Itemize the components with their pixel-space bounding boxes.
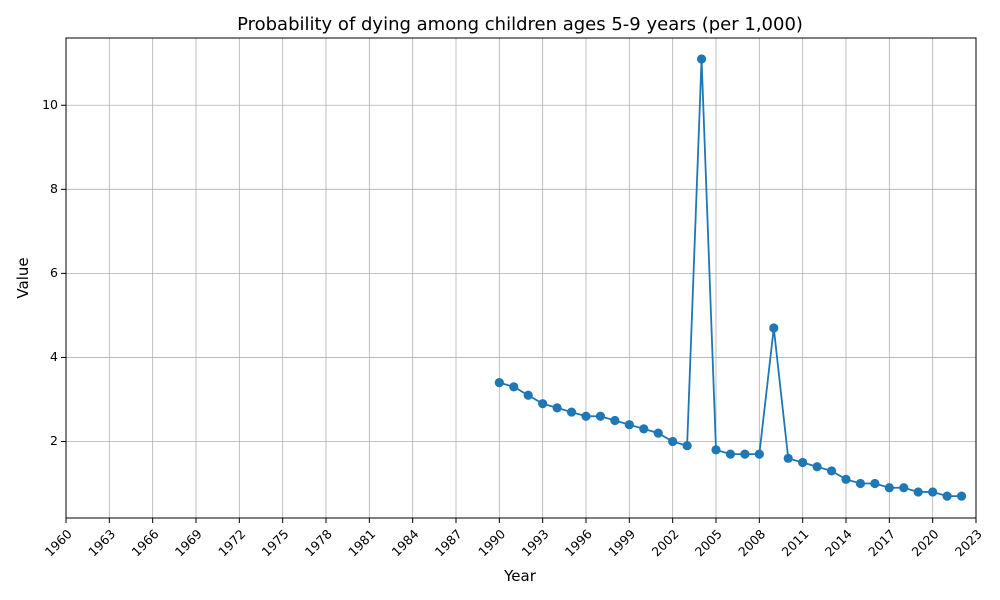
x-axis-ticks: 1960 1963 1966 1969 1972 1975 1978 1981 1984 1987… bbox=[42, 518, 985, 559]
data-point bbox=[783, 453, 793, 463]
y-axis-ticks: 2 4 6 8 10 bbox=[42, 97, 66, 448]
data-point bbox=[711, 445, 721, 455]
x-tick-label: 1966 bbox=[128, 526, 161, 559]
x-tick-label: 1981 bbox=[345, 526, 378, 559]
x-tick-label: 2002 bbox=[648, 526, 681, 559]
data-point bbox=[754, 449, 764, 459]
data-point bbox=[740, 449, 750, 459]
data-point bbox=[566, 407, 577, 417]
data-point bbox=[812, 462, 822, 472]
data-point bbox=[523, 390, 533, 400]
data-point bbox=[725, 449, 736, 459]
x-tick-label: 2005 bbox=[692, 526, 725, 559]
data-point bbox=[639, 424, 649, 434]
data-point bbox=[494, 378, 504, 388]
x-tick-label: 1996 bbox=[562, 526, 595, 559]
x-tick-label: 2020 bbox=[908, 526, 941, 559]
data-point bbox=[552, 403, 562, 413]
data-point bbox=[595, 411, 606, 421]
data-point bbox=[841, 474, 851, 484]
plot-frame bbox=[65, 37, 977, 519]
data-point bbox=[870, 478, 880, 489]
data-point bbox=[855, 478, 866, 489]
x-tick-label: 2014 bbox=[822, 526, 855, 559]
data-point bbox=[538, 399, 548, 409]
x-tick-label: 2008 bbox=[735, 526, 768, 559]
x-tick-label: 1993 bbox=[518, 526, 551, 559]
x-tick-label: 2017 bbox=[865, 526, 898, 559]
data-point bbox=[682, 441, 692, 451]
data-point bbox=[884, 483, 894, 493]
data-point bbox=[942, 491, 952, 501]
y-tick-label: 6 bbox=[50, 265, 58, 280]
chart-title: Probability of dying among children ages… bbox=[237, 14, 803, 35]
x-tick-label: 1960 bbox=[42, 526, 75, 559]
data-point bbox=[509, 382, 519, 392]
data-point bbox=[653, 428, 663, 438]
y-tick-label: 8 bbox=[50, 181, 58, 196]
y-tick-label: 2 bbox=[50, 433, 58, 448]
x-tick-label: 1990 bbox=[475, 526, 508, 559]
data-point bbox=[826, 466, 837, 476]
x-tick-label: 1984 bbox=[388, 526, 421, 559]
data-point bbox=[798, 457, 808, 468]
data-point bbox=[769, 323, 779, 333]
x-axis-label: Year bbox=[503, 567, 537, 585]
grid bbox=[65, 38, 977, 518]
data-point bbox=[913, 487, 923, 497]
data-point bbox=[624, 420, 634, 430]
series-line bbox=[499, 58, 962, 498]
data-point bbox=[668, 436, 678, 447]
x-tick-label: 1969 bbox=[172, 526, 205, 559]
x-tick-label: 1963 bbox=[85, 526, 118, 559]
data-point bbox=[928, 487, 938, 497]
y-tick-label: 10 bbox=[42, 97, 58, 112]
data-point bbox=[610, 415, 620, 426]
y-tick-label: 4 bbox=[50, 349, 58, 364]
x-tick-label: 1999 bbox=[605, 526, 638, 559]
data-point bbox=[696, 54, 707, 64]
x-tick-label: 1978 bbox=[302, 526, 335, 559]
x-tick-label: 2011 bbox=[778, 526, 811, 559]
x-tick-label: 1975 bbox=[258, 526, 291, 559]
data-point bbox=[956, 491, 967, 501]
data-series bbox=[494, 54, 967, 501]
y-axis-label: Value bbox=[14, 257, 32, 298]
x-tick-label: 1972 bbox=[215, 526, 248, 559]
x-tick-label: 2023 bbox=[952, 526, 985, 559]
data-point bbox=[899, 483, 909, 493]
data-point bbox=[581, 411, 591, 421]
x-tick-label: 1987 bbox=[432, 526, 465, 559]
